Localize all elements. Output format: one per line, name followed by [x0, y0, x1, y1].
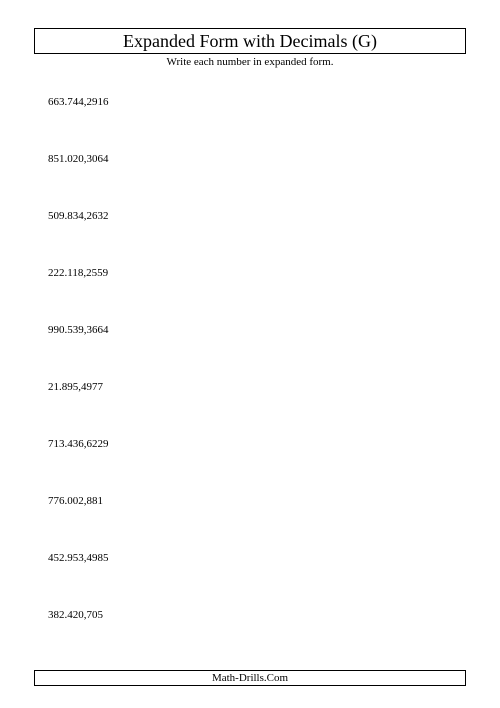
problem-item: 851.020,3064: [48, 153, 466, 165]
title-container: Expanded Form with Decimals (G): [34, 28, 466, 54]
problem-item: 222.118,2559: [48, 267, 466, 279]
footer-container: Math-Drills.Com: [34, 670, 466, 686]
problems-list: 663.744,2916 851.020,3064 509.834,2632 2…: [34, 96, 466, 621]
footer-text: Math-Drills.Com: [212, 672, 288, 684]
problem-item: 509.834,2632: [48, 210, 466, 222]
problem-item: 452.953,4985: [48, 552, 466, 564]
problem-item: 776.002,881: [48, 495, 466, 507]
problem-item: 21.895,4977: [48, 381, 466, 393]
problem-item: 663.744,2916: [48, 96, 466, 108]
worksheet-page: Expanded Form with Decimals (G) Write ea…: [0, 0, 500, 708]
problem-item: 713.436,6229: [48, 438, 466, 450]
problem-item: 990.539,3664: [48, 324, 466, 336]
page-title: Expanded Form with Decimals (G): [35, 31, 465, 52]
page-subtitle: Write each number in expanded form.: [34, 56, 466, 68]
problem-item: 382.420,705: [48, 609, 466, 621]
